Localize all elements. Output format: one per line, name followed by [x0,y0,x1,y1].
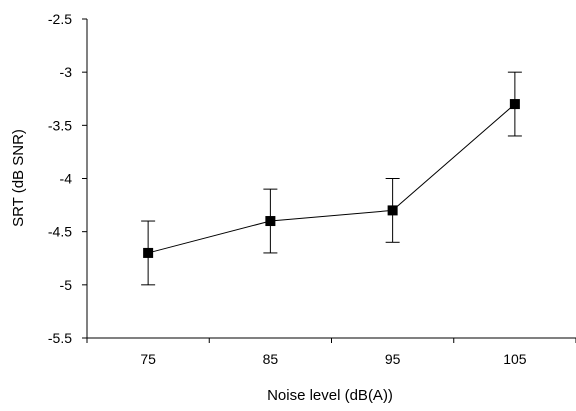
data-point-marker [265,216,276,227]
axes [86,19,576,339]
data-point-marker [387,205,398,216]
y-tick-label: -4 [60,171,73,187]
y-tick-label: -2.5 [48,11,72,27]
x-tick-label: 105 [503,351,527,367]
y-tick-label: -3 [60,64,73,80]
x-axis-title: Noise level (dB(A)) [267,387,393,404]
tick-labels: -2.5 -3 -3.5 -4 -4.5 -5 -5.5 75 85 95 105 [48,11,527,367]
x-tick-label: 85 [263,351,279,367]
y-tick-label: -3.5 [48,117,72,133]
data-point-marker [509,99,520,110]
y-tick-label: -5 [60,277,73,293]
y-tick-label: -4.5 [48,224,72,240]
series [147,103,516,254]
data-points [143,99,520,258]
data-point-marker [143,247,154,258]
error-bars [141,71,522,286]
y-axis-title: SRT (dB SNR) [10,129,27,227]
x-tick-label: 95 [385,351,401,367]
x-tick-label: 75 [140,351,156,367]
ticks [82,18,576,343]
series-line [147,103,516,254]
y-tick-label: -5.5 [48,330,72,346]
